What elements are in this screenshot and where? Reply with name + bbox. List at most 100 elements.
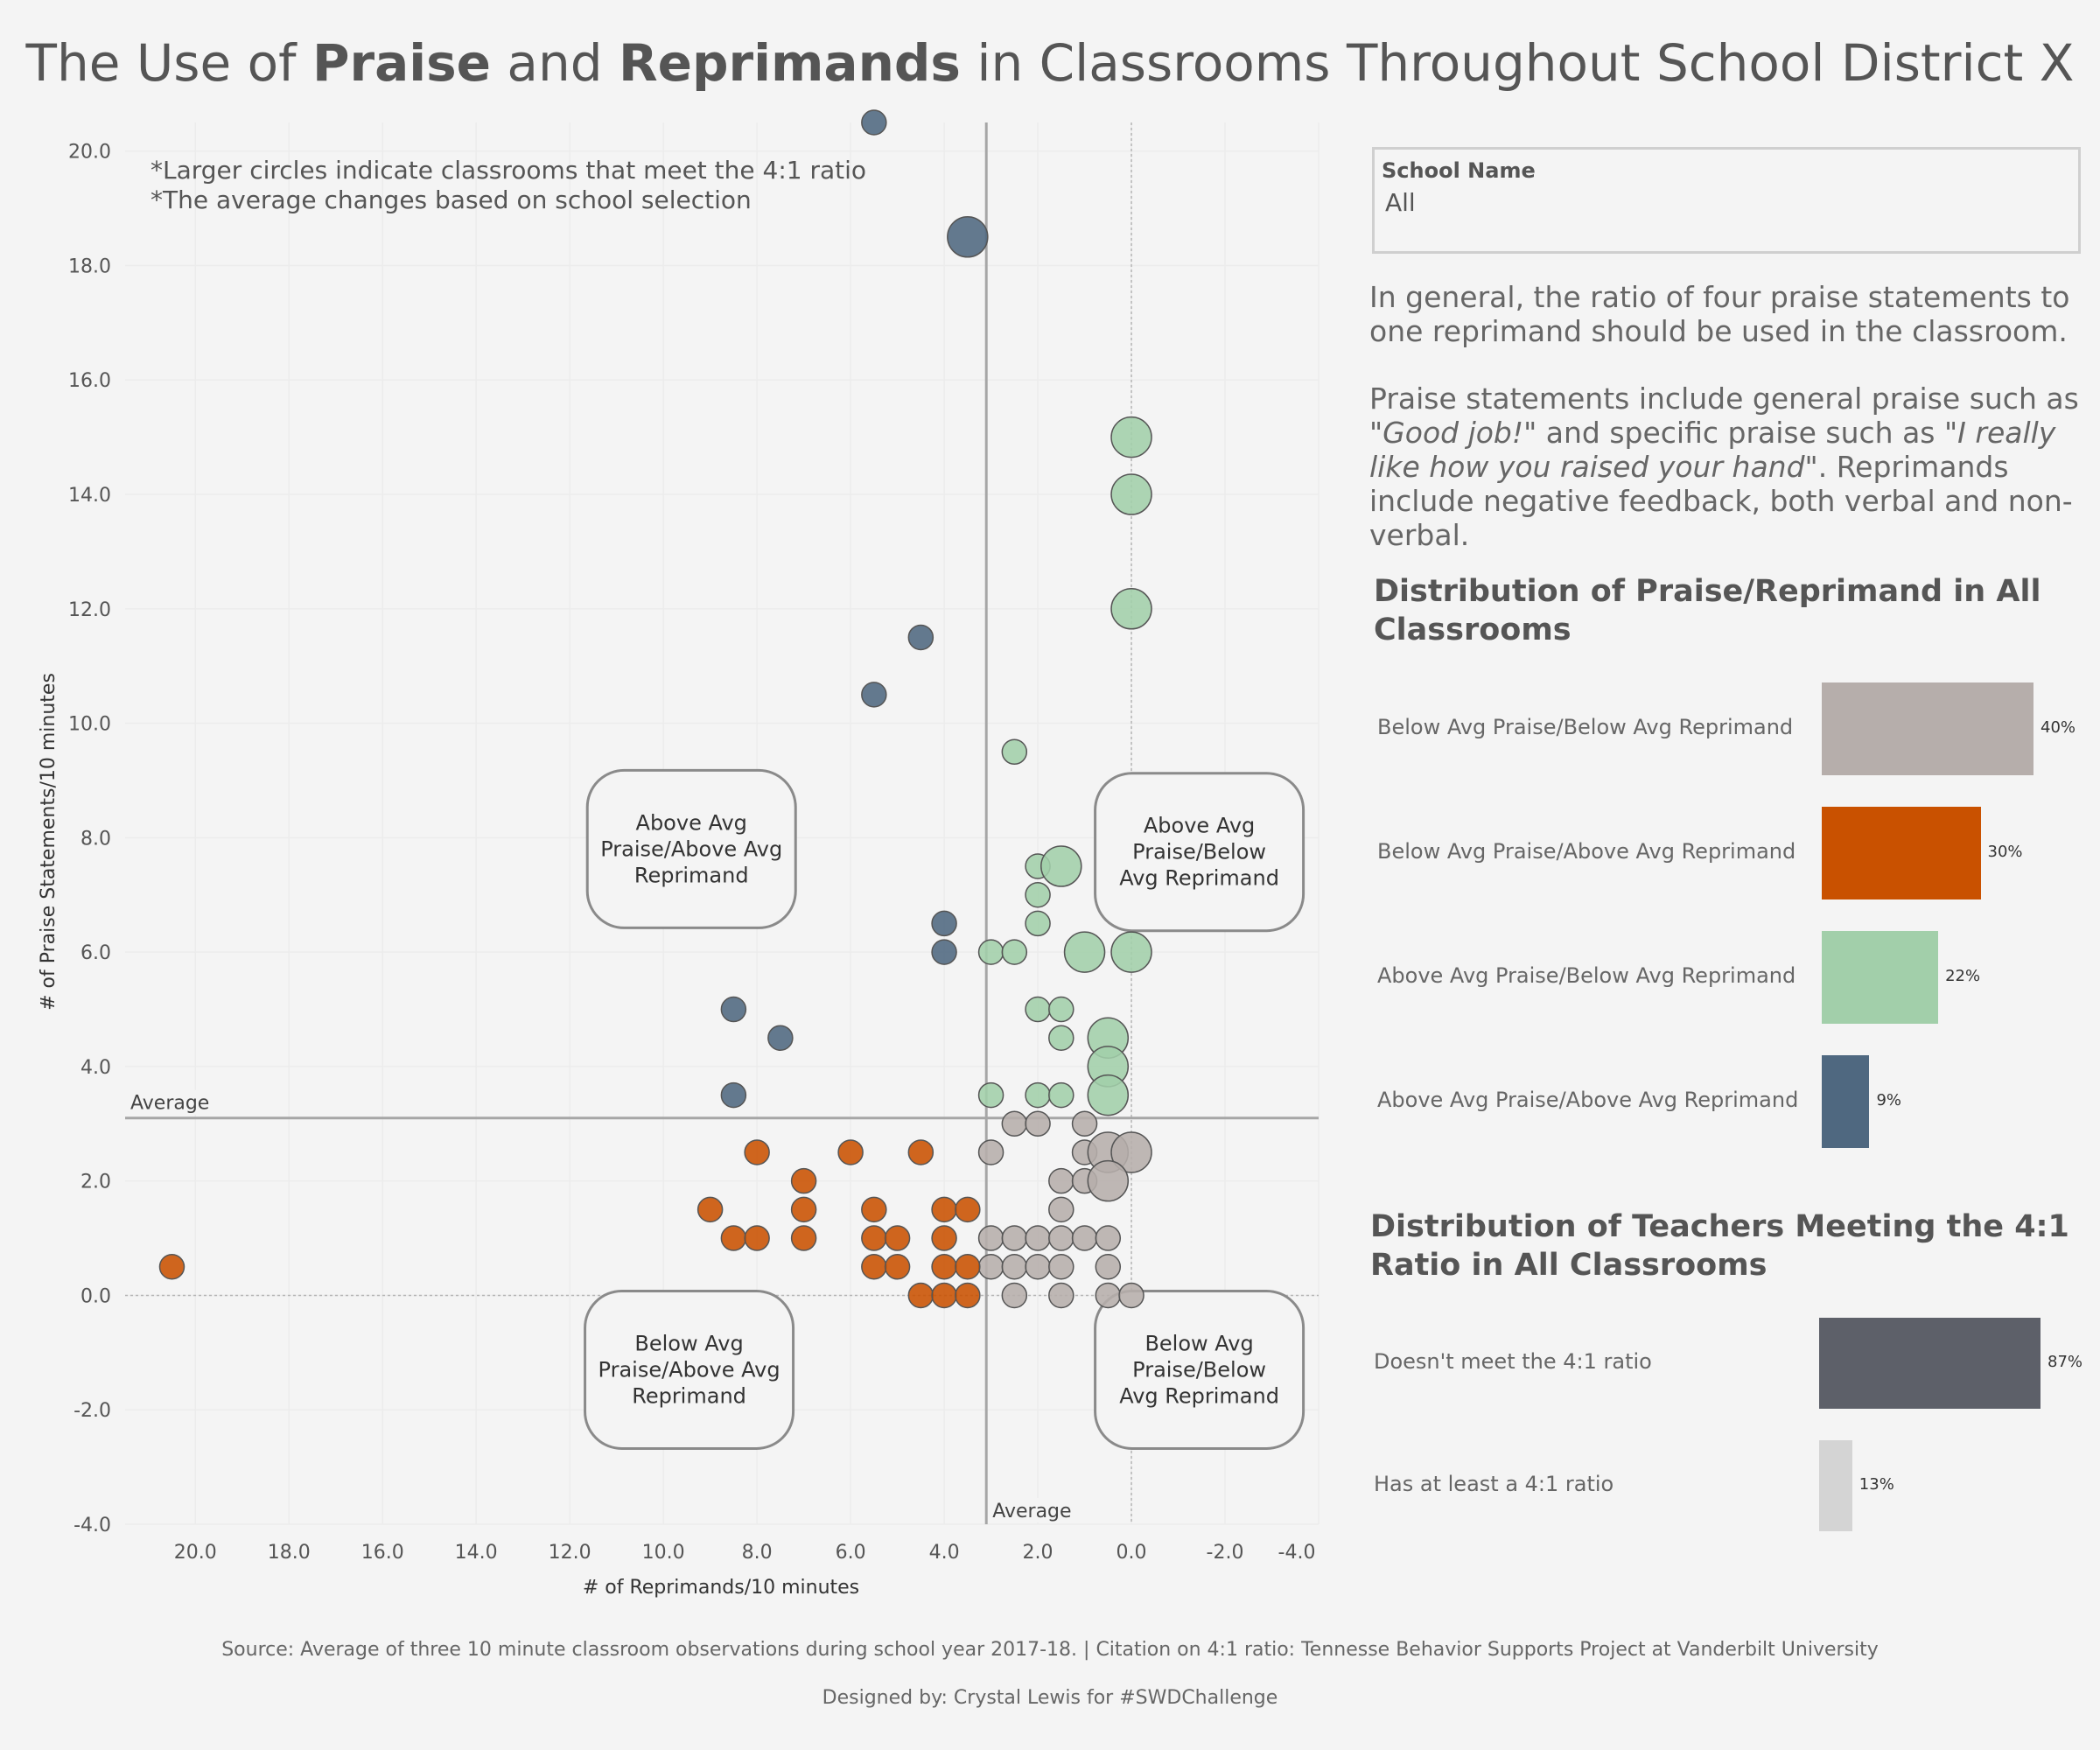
data-point xyxy=(720,1082,747,1109)
data-point xyxy=(977,1139,1004,1166)
scatter-chart: Average Average 20.0 18.0 16.0 14.0 12.0 10.0 8.… xyxy=(38,109,1320,1599)
source-note: Source: Average of three 10 minute class… xyxy=(221,1639,1879,1661)
page-title: The Use of Praise and Reprimands in Clas… xyxy=(25,33,2075,93)
average-y-label: Average xyxy=(130,1093,209,1115)
praise-description: Praise statements include general praise… xyxy=(1369,382,2079,552)
bar xyxy=(1819,1318,2040,1409)
quadrant-label-text: Avg Reprimand xyxy=(1119,866,1279,891)
data-point xyxy=(955,1196,981,1223)
average-y-label-bg xyxy=(128,1089,212,1115)
school-name-filter[interactable]: School Name All xyxy=(1372,147,2081,254)
school-name-filter-value[interactable]: All xyxy=(1385,188,1416,217)
data-point xyxy=(837,1139,864,1166)
x-tick-label: 12.0 xyxy=(549,1542,592,1564)
data-point xyxy=(1025,1254,1051,1280)
data-point xyxy=(1048,1167,1074,1194)
data-point xyxy=(1025,1225,1051,1251)
quadrant-label-text: Above Avg xyxy=(1144,814,1255,838)
quadrant-label-text: Avg Reprimand xyxy=(1119,1383,1279,1408)
y-axis-title: # of Praise Statements/10 minutes xyxy=(38,673,60,1011)
y-tick-label: 8.0 xyxy=(80,828,111,850)
data-point xyxy=(955,1282,981,1309)
data-point xyxy=(931,939,957,965)
data-point xyxy=(907,1139,934,1166)
quadrant-label-text: Praise/Below xyxy=(1132,840,1266,864)
data-point xyxy=(1001,1110,1028,1138)
data-point xyxy=(931,1225,957,1251)
data-point xyxy=(884,1254,911,1280)
bar xyxy=(1822,931,1939,1024)
data-point xyxy=(907,1282,934,1309)
data-point xyxy=(1025,910,1051,937)
data-point xyxy=(947,216,989,258)
bar-value-label: 22% xyxy=(1945,967,1981,985)
quadrant-label-text: Praise/Above Avg xyxy=(600,836,782,861)
data-point xyxy=(1025,1082,1051,1109)
y-tick-label: 12.0 xyxy=(68,599,111,621)
data-point xyxy=(907,624,934,651)
data-point xyxy=(1040,845,1082,887)
data-point xyxy=(1110,931,1152,973)
quadrant-label-box xyxy=(584,1289,795,1450)
x-axis-title: # of Reprimands/10 minutes xyxy=(583,1577,859,1599)
data-point xyxy=(977,1082,1004,1109)
data-point xyxy=(1048,1225,1074,1251)
x-tick-label: 0.0 xyxy=(1116,1542,1147,1564)
data-point xyxy=(1001,1225,1028,1251)
chart-note-average: *The average changes based on school sel… xyxy=(150,186,752,214)
data-point xyxy=(1071,1110,1098,1138)
data-point xyxy=(790,1167,817,1194)
designer-credit: Designed by: Crystal Lewis for #SWDChall… xyxy=(822,1687,1278,1709)
bar-value-label: 40% xyxy=(2040,718,2076,737)
x-tick-label: -4.0 xyxy=(1278,1542,1316,1564)
bar-value-label: 13% xyxy=(1858,1475,1894,1494)
data-point xyxy=(931,1282,957,1309)
x-tick-label: 16.0 xyxy=(361,1542,404,1564)
data-point xyxy=(861,109,887,136)
x-tick-label: 20.0 xyxy=(174,1542,217,1564)
bar-value-label: 9% xyxy=(1876,1091,1901,1110)
data-point xyxy=(1087,1074,1130,1116)
data-point xyxy=(1025,996,1051,1023)
quadrant-label-box xyxy=(1094,1289,1306,1450)
x-tick-label: 18.0 xyxy=(268,1542,311,1564)
data-point xyxy=(1071,1225,1098,1251)
bar xyxy=(1822,807,1981,900)
data-point xyxy=(1001,1282,1028,1309)
bar-label: Has at least a 4:1 ratio xyxy=(1374,1472,1614,1496)
data-point xyxy=(1110,416,1152,458)
quadrant-label-text: Above Avg xyxy=(636,810,747,835)
data-point xyxy=(158,1254,186,1280)
bar-value-label: 30% xyxy=(1987,843,2023,861)
average-x-label-bg xyxy=(989,1498,1074,1522)
quadrant-label-text: Below Avg xyxy=(634,1331,743,1355)
data-point xyxy=(720,1225,747,1251)
data-point xyxy=(744,1225,770,1251)
data-point xyxy=(1087,1159,1130,1202)
bar xyxy=(1819,1440,1852,1531)
data-point xyxy=(1048,1082,1074,1109)
bar-label: Doesn't meet the 4:1 ratio xyxy=(1374,1349,1652,1374)
data-point xyxy=(1110,588,1152,630)
data-point xyxy=(1025,1110,1051,1138)
y-tick-label: 20.0 xyxy=(68,142,111,164)
school-name-filter-label: School Name xyxy=(1382,158,1536,183)
y-tick-label: 14.0 xyxy=(68,485,111,507)
data-point xyxy=(884,1225,911,1251)
quadrant-label-text: Below Avg xyxy=(1144,1331,1253,1355)
bar-label: Below Avg Praise/Above Avg Reprimand xyxy=(1377,839,1796,864)
quadrant-label-box xyxy=(585,768,797,929)
data-point xyxy=(1095,1225,1122,1251)
data-point xyxy=(861,1196,887,1223)
y-tick-label: 10.0 xyxy=(68,714,111,736)
data-point xyxy=(744,1139,770,1166)
data-point xyxy=(1095,1282,1122,1309)
quadrant-label-text: Reprimand xyxy=(632,1383,746,1408)
data-point xyxy=(1118,1282,1144,1309)
data-point xyxy=(955,1254,981,1280)
ratio-description: In general, the ratio of four praise sta… xyxy=(1369,280,2070,348)
data-point xyxy=(790,1225,817,1251)
quadrant-label-text: Reprimand xyxy=(634,863,749,887)
x-tick-label: 14.0 xyxy=(455,1542,498,1564)
data-point xyxy=(1063,931,1106,973)
